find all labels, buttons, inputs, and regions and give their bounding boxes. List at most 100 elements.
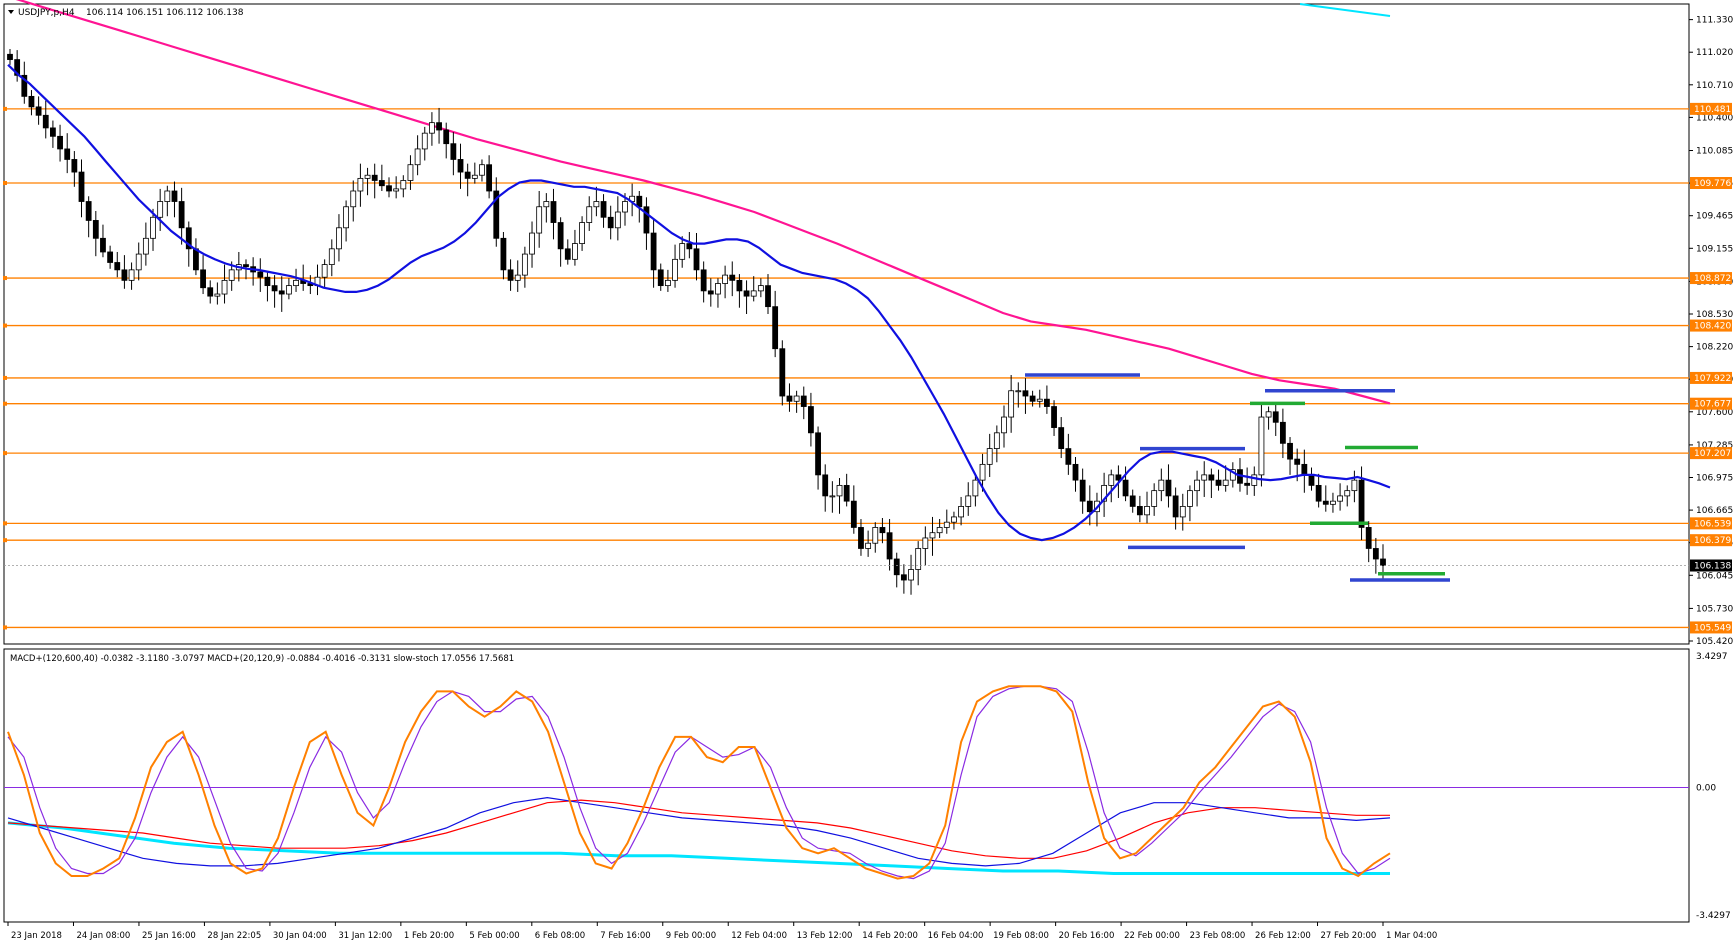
x-tick-label: 24 Jan 08:00 bbox=[76, 931, 130, 941]
y-tick-label: 105.730 bbox=[1696, 604, 1733, 614]
candle-body bbox=[729, 274, 736, 281]
level-handle[interactable] bbox=[3, 106, 7, 111]
y-tick-label: 111.330 bbox=[1696, 16, 1733, 26]
candle-body bbox=[1372, 548, 1379, 560]
x-tick-label: 12 Feb 04:00 bbox=[731, 931, 787, 941]
level-handle[interactable] bbox=[3, 375, 7, 380]
level-price-label: 110.481 bbox=[1694, 105, 1731, 115]
candle-body bbox=[1065, 448, 1072, 465]
candle-body bbox=[1086, 500, 1093, 513]
candle-body bbox=[207, 287, 214, 297]
candle-body bbox=[915, 548, 922, 570]
candle-body bbox=[972, 479, 979, 497]
level-handle[interactable] bbox=[3, 625, 7, 630]
candle-body bbox=[1251, 474, 1258, 486]
candle-body bbox=[1380, 558, 1386, 566]
candle-body bbox=[1194, 479, 1200, 492]
level-handle[interactable] bbox=[3, 401, 7, 406]
candle-body bbox=[986, 448, 993, 465]
candle-body bbox=[1365, 527, 1372, 549]
candle-body bbox=[21, 74, 28, 97]
candle-body bbox=[858, 527, 864, 549]
candle-body bbox=[1079, 479, 1086, 502]
level-price-tag bbox=[1690, 272, 1732, 285]
candle-body bbox=[42, 114, 49, 129]
level-handle[interactable] bbox=[3, 276, 7, 281]
support-resistance-levels[interactable] bbox=[3, 106, 1689, 630]
level-handle[interactable] bbox=[3, 451, 7, 456]
candle-body bbox=[64, 148, 71, 160]
y-tick-label: 106.975 bbox=[1696, 474, 1733, 484]
candle-body bbox=[78, 171, 85, 202]
candle-body bbox=[715, 283, 721, 295]
candle-body bbox=[572, 243, 578, 260]
candle-body bbox=[1330, 500, 1336, 505]
candle-body bbox=[185, 227, 192, 250]
candle-body bbox=[150, 216, 156, 239]
candle-body bbox=[607, 216, 614, 229]
candle-body bbox=[364, 174, 371, 179]
y-tick-label: 106.665 bbox=[1696, 506, 1733, 516]
x-tick-label: 1 Mar 04:00 bbox=[1386, 931, 1437, 941]
candle-body bbox=[843, 484, 850, 502]
y-tick-label: 111.020 bbox=[1696, 48, 1733, 58]
level-handle[interactable] bbox=[3, 323, 7, 328]
candle-body bbox=[1351, 479, 1358, 492]
candle-body bbox=[1051, 406, 1057, 428]
x-tick-label: 1 Feb 20:00 bbox=[404, 931, 454, 941]
candle-body bbox=[1122, 479, 1129, 497]
candle-body bbox=[643, 206, 650, 234]
y-tick-label: 108.220 bbox=[1696, 343, 1733, 353]
candle-body bbox=[471, 174, 478, 179]
candle-body bbox=[679, 243, 686, 260]
indicator-y-label: 0.00 bbox=[1696, 784, 1716, 794]
x-tick-label: 6 Feb 08:00 bbox=[535, 931, 585, 941]
candle-body bbox=[257, 271, 264, 278]
candle-body bbox=[672, 258, 678, 281]
candle-body bbox=[943, 521, 950, 528]
candle-body bbox=[1244, 482, 1251, 486]
dropdown-triangle-icon[interactable] bbox=[8, 10, 14, 14]
candle-body bbox=[900, 574, 907, 581]
y-tick-label: 105.420 bbox=[1696, 637, 1733, 647]
x-tick-label: 28 Jan 22:05 bbox=[207, 931, 261, 941]
candle-body bbox=[1101, 484, 1108, 502]
symbol-label: USDJPY,p,H4 bbox=[18, 8, 75, 18]
candle-body bbox=[1187, 490, 1193, 507]
candle-body bbox=[1115, 474, 1122, 481]
candle-body bbox=[1258, 416, 1265, 476]
candle-body bbox=[221, 279, 228, 295]
candle-body bbox=[1337, 495, 1343, 502]
candle-body bbox=[285, 285, 292, 295]
indicator-pane[interactable] bbox=[3, 648, 1690, 923]
level-price-tag bbox=[1690, 397, 1732, 410]
candle-body bbox=[536, 206, 543, 234]
candle-body bbox=[765, 285, 771, 308]
x-tick-label: 5 Feb 00:00 bbox=[469, 931, 519, 941]
candle-body bbox=[686, 243, 693, 250]
candle-body bbox=[879, 527, 886, 534]
candle-body bbox=[1029, 395, 1036, 402]
candle-body bbox=[293, 279, 299, 287]
candle-body bbox=[822, 474, 829, 497]
candle-body bbox=[350, 190, 357, 208]
candle-body bbox=[521, 253, 528, 276]
range-markers bbox=[1025, 373, 1450, 582]
candle-body bbox=[443, 129, 450, 145]
y-tick-label: 110.085 bbox=[1696, 147, 1733, 157]
x-tick-label: 9 Feb 00:00 bbox=[666, 931, 716, 941]
level-price-label: 106.539 bbox=[1694, 519, 1731, 529]
candle-body bbox=[343, 206, 349, 229]
level-handle[interactable] bbox=[3, 538, 7, 543]
level-handle[interactable] bbox=[3, 521, 7, 526]
y-tick-label: 107.285 bbox=[1696, 441, 1733, 451]
candle-body bbox=[107, 251, 114, 263]
candle-body bbox=[836, 484, 843, 497]
level-price-tag bbox=[1690, 517, 1732, 530]
candle-body bbox=[228, 269, 235, 281]
level-handle[interactable] bbox=[3, 181, 7, 186]
candle-body bbox=[1229, 469, 1236, 481]
y-tick-label: 109.155 bbox=[1696, 244, 1733, 254]
